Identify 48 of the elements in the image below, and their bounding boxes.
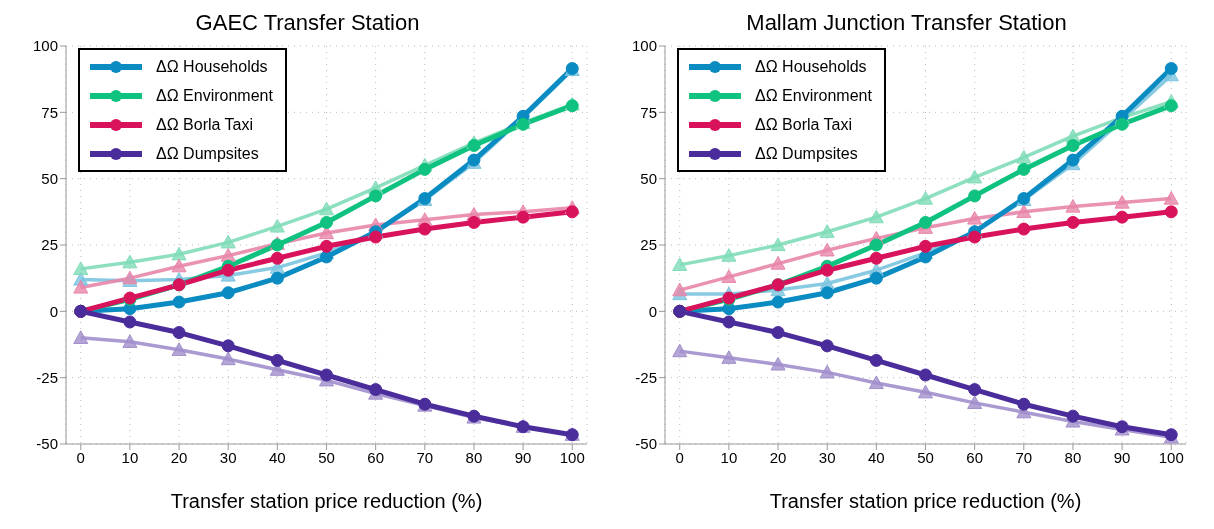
x-tick-label: 70 — [416, 448, 434, 466]
x-tick-label: 40 — [868, 448, 885, 466]
y-tick-label: 50 — [640, 169, 657, 187]
y-tick-label: 0 — [648, 302, 657, 320]
x-tick-label: 10 — [121, 448, 139, 466]
y-tick-label: -25 — [635, 368, 657, 386]
y-tick-label: -50 — [36, 435, 58, 453]
x-tick-label: 100 — [559, 448, 585, 466]
y-tick-label: 0 — [49, 302, 58, 320]
x-tick-label: 20 — [769, 448, 787, 466]
legend-label: ΔΩ Households — [156, 57, 268, 76]
y-tick-label: 100 — [32, 37, 58, 55]
x-tick-label: 100 — [1158, 448, 1184, 466]
x-tick-label: 40 — [269, 448, 286, 466]
legend-label: ΔΩ Dumpsites — [156, 144, 259, 163]
x-tick-label: 50 — [917, 448, 934, 466]
x-tick-label: 20 — [170, 448, 188, 466]
chart-title: GAEC Transfer Station — [194, 9, 421, 37]
y-tick-label: 25 — [41, 236, 58, 254]
x-tick-label: 80 — [465, 448, 483, 466]
x-tick-label: 90 — [514, 448, 532, 466]
y-tick-label: 100 — [631, 37, 657, 55]
x-tick-label: 50 — [318, 448, 335, 466]
x-tick-label: 70 — [1015, 448, 1033, 466]
x-axis-title: Transfer station price reduction (%) — [769, 490, 1082, 512]
y-tick-label: 75 — [640, 103, 657, 121]
x-tick-label: 60 — [367, 448, 384, 466]
x-tick-label: 90 — [1113, 448, 1131, 466]
x-tick-label: 0 — [76, 448, 85, 466]
legend-label: ΔΩ Environment — [156, 86, 273, 105]
y-tick-label: 25 — [640, 236, 657, 254]
legend-label: ΔΩ Households — [755, 57, 867, 76]
x-tick-label: 60 — [966, 448, 983, 466]
legend-label: ΔΩ Dumpsites — [755, 144, 858, 163]
chart-title: Mallam Junction Transfer Station — [745, 9, 1068, 37]
x-tick-label: 10 — [720, 448, 738, 466]
legend-label: ΔΩ Environment — [755, 86, 872, 105]
x-tick-label: 30 — [818, 448, 836, 466]
x-tick-label: 30 — [219, 448, 237, 466]
y-tick-label: 50 — [41, 169, 58, 187]
legend-label: ΔΩ Borla Taxi — [156, 115, 254, 134]
x-tick-label: 0 — [675, 448, 684, 466]
y-tick-label: -25 — [36, 368, 58, 386]
x-tick-label: 80 — [1064, 448, 1082, 466]
x-axis-title: Transfer station price reduction (%) — [170, 490, 483, 512]
legend-label: ΔΩ Borla Taxi — [755, 115, 853, 134]
y-tick-label: 75 — [41, 103, 58, 121]
y-tick-label: -50 — [635, 435, 657, 453]
